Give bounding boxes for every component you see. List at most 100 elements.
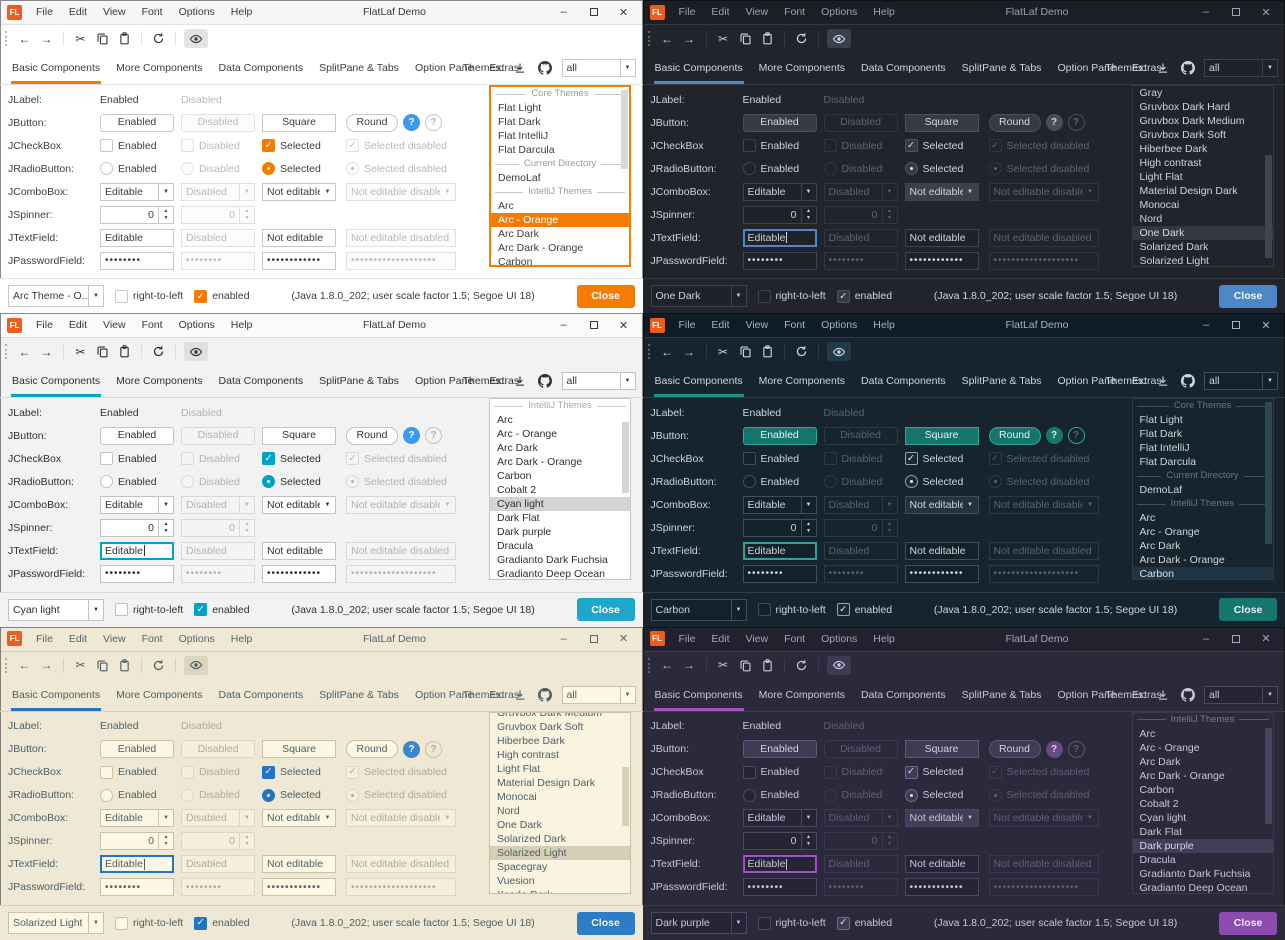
eye-toggle-button[interactable] — [826, 655, 851, 675]
refresh-button[interactable] — [793, 29, 810, 48]
theme-list-item[interactable]: Arc — [497, 414, 513, 427]
checkbox-enabled[interactable]: Enabled — [100, 139, 181, 152]
theme-list-item[interactable]: Carbon — [1132, 567, 1273, 580]
spinner-up-icon[interactable]: ▲ — [163, 520, 169, 527]
help-button-secondary[interactable]: ? — [425, 740, 442, 758]
textfield-not-editable[interactable]: Not editable — [262, 228, 336, 247]
toolbar-grip[interactable] — [5, 344, 9, 360]
back-button[interactable]: ← — [661, 31, 673, 46]
right-to-left-checkbox[interactable]: right-to-left — [757, 603, 826, 617]
theme-list-item[interactable]: Light Flat — [1139, 171, 1183, 183]
tab-more-components[interactable]: More Components — [116, 375, 203, 388]
theme-list-item[interactable]: Solarized Light — [490, 845, 630, 860]
radio-enabled[interactable]: Enabled — [100, 788, 181, 802]
tab-option-pane[interactable]: Option Pane — [414, 62, 474, 74]
paste-button[interactable] — [759, 656, 776, 675]
menu-file[interactable]: File — [678, 319, 696, 332]
theme-list-item[interactable]: One Dark — [497, 818, 542, 831]
enabled-button[interactable]: Enabled — [742, 740, 817, 759]
tab-extras[interactable]: Extras — [1131, 62, 1162, 74]
theme-combo[interactable]: Arc Theme - O... ▼ — [8, 285, 104, 308]
textfield-editable[interactable]: Editable — [742, 855, 817, 874]
spinner-enabled[interactable]: 0 ▲ ▼ — [100, 205, 174, 224]
eye-toggle-button[interactable] — [826, 29, 851, 48]
cut-button[interactable]: ✂ — [717, 31, 729, 46]
download-theme-button[interactable] — [1154, 685, 1171, 704]
textfield-not-editable[interactable]: Not editable — [904, 228, 979, 247]
refresh-button[interactable] — [150, 656, 167, 675]
help-button-secondary[interactable]: ? — [425, 427, 442, 445]
theme-list-item[interactable]: Arc Dark — [498, 228, 539, 240]
tab-more-components[interactable]: More Components — [116, 688, 203, 701]
theme-list-item[interactable]: Dark Flat — [497, 512, 540, 525]
tab-basic-components[interactable]: Basic Components — [4, 365, 108, 398]
menu-view[interactable]: View — [745, 319, 769, 332]
theme-list-item[interactable]: Monocai — [1139, 199, 1180, 211]
tab-splitpane-tabs[interactable]: SplitPane & Tabs — [961, 688, 1042, 701]
theme-list-item[interactable]: Arc — [1139, 512, 1156, 525]
menu-help[interactable]: Help — [873, 319, 895, 332]
menu-options[interactable]: Options — [178, 319, 215, 332]
eye-toggle-button[interactable] — [184, 655, 208, 675]
github-button[interactable] — [537, 372, 554, 391]
enabled-checkbox[interactable]: ✓ enabled — [194, 603, 250, 617]
checkbox-enabled[interactable]: Enabled — [100, 765, 181, 779]
theme-list-item[interactable]: Solarized Dark — [1139, 241, 1209, 253]
passwordfield-editable[interactable]: •••••••• — [742, 251, 817, 270]
spinner-down-icon[interactable]: ▼ — [806, 214, 811, 221]
paste-button[interactable] — [759, 342, 776, 361]
toolbar-grip[interactable] — [647, 657, 652, 673]
list-scrollbar[interactable] — [1264, 400, 1272, 578]
enabled-button[interactable]: Enabled — [742, 113, 817, 132]
theme-combo[interactable]: Dark purple ▼ — [650, 912, 747, 934]
tab-basic-components[interactable]: Basic Components — [4, 679, 108, 711]
enabled-checkbox[interactable]: ✓ enabled — [836, 603, 892, 617]
eye-toggle-button[interactable] — [184, 29, 208, 48]
list-scrollbar[interactable] — [1264, 714, 1272, 892]
passwordfield-editable[interactable]: •••••••• — [742, 564, 817, 583]
spinner-down-icon[interactable]: ▼ — [163, 841, 169, 848]
menu-file[interactable]: File — [678, 632, 696, 645]
round-button[interactable]: Round — [346, 740, 398, 759]
github-button[interactable] — [1179, 685, 1196, 704]
right-to-left-checkbox[interactable]: right-to-left — [115, 603, 183, 617]
theme-list-item[interactable]: Hiberbee Dark — [497, 734, 565, 747]
theme-list-item[interactable]: Hiberbee Dark — [1139, 143, 1208, 155]
tab-splitpane-tabs[interactable]: SplitPane & Tabs — [319, 62, 399, 74]
enabled-button[interactable]: Enabled — [100, 113, 174, 132]
round-button[interactable]: Round — [346, 426, 398, 445]
theme-list-item[interactable]: Arc Dark — [497, 442, 538, 455]
themes-filter-combo[interactable]: all ▼ — [561, 685, 636, 704]
theme-list-item[interactable]: Cyan light — [490, 497, 630, 512]
help-button[interactable]: ? — [403, 114, 420, 131]
theme-list-item[interactable]: Arc Dark - Orange — [1139, 769, 1225, 782]
radio-selected[interactable]: Selected — [904, 788, 989, 802]
cut-button[interactable]: ✂ — [75, 344, 86, 359]
square-button[interactable]: Square — [904, 740, 979, 759]
theme-list-item[interactable]: Flat IntelliJ — [1139, 442, 1190, 455]
spinner-down-icon[interactable]: ▼ — [806, 527, 811, 534]
combobox-not-editable[interactable]: Not editable ▼ — [262, 495, 336, 514]
tab-data-components[interactable]: Data Components — [218, 62, 304, 74]
spinner-up-icon[interactable]: ▲ — [806, 520, 811, 527]
round-button[interactable]: Round — [988, 740, 1041, 759]
theme-list-item[interactable]: Gradianto Deep Ocean — [1139, 881, 1248, 894]
checkbox-selected[interactable]: ✓ Selected — [262, 765, 346, 779]
refresh-button[interactable] — [793, 342, 810, 361]
copy-button[interactable] — [737, 29, 754, 48]
theme-list-item[interactable]: Solarized Dark — [497, 832, 566, 845]
checkbox-selected[interactable]: ✓ Selected — [904, 139, 989, 152]
close-window-button[interactable]: ✕ — [618, 319, 629, 332]
right-to-left-checkbox[interactable]: right-to-left — [115, 289, 183, 303]
theme-list-item[interactable]: Carbon — [1139, 783, 1174, 796]
close-button[interactable]: Close — [576, 911, 635, 935]
tab-data-components[interactable]: Data Components — [218, 375, 304, 388]
theme-list-item[interactable]: Flat IntelliJ — [498, 130, 549, 142]
tab-splitpane-tabs[interactable]: SplitPane & Tabs — [319, 688, 399, 701]
theme-list-item[interactable]: Arc — [1139, 727, 1156, 740]
paste-button[interactable] — [759, 29, 776, 48]
passwordfield-not-editable[interactable]: •••••••••••• — [904, 564, 979, 583]
forward-button[interactable]: → — [683, 31, 695, 46]
menu-font[interactable]: Font — [784, 6, 806, 18]
textfield-not-editable[interactable]: Not editable — [262, 855, 336, 874]
